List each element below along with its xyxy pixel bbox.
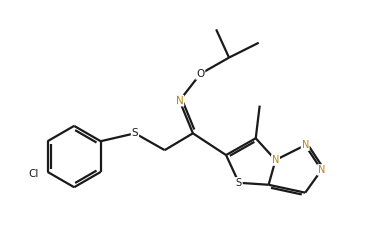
Text: N: N: [272, 155, 279, 165]
Text: S: S: [236, 178, 242, 188]
Text: N: N: [302, 140, 309, 150]
Text: S: S: [132, 128, 138, 138]
Text: N: N: [176, 96, 183, 106]
Text: O: O: [196, 69, 205, 79]
Text: N: N: [318, 165, 325, 175]
Text: Cl: Cl: [28, 169, 39, 179]
